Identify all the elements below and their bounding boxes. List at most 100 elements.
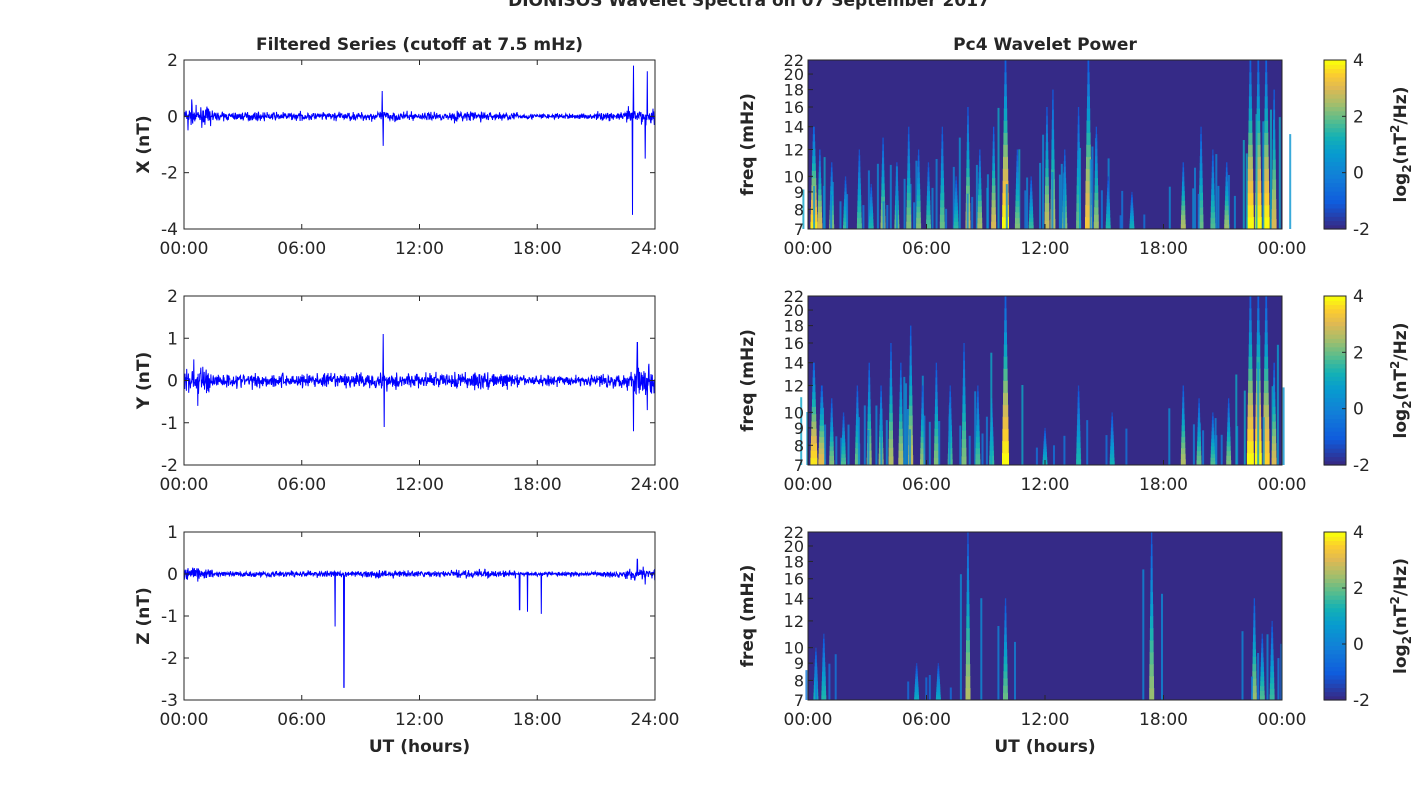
wavelet-burst — [1260, 662, 1264, 668]
colorbar-swatch — [1324, 300, 1346, 305]
wavelet-burst — [931, 187, 934, 229]
wavelet-burst — [1085, 204, 1092, 218]
wavelet-burst — [1077, 402, 1080, 409]
wavelet-burst — [1150, 544, 1153, 557]
wavelet-burst — [1272, 159, 1276, 170]
wavelet-burst — [905, 383, 907, 465]
wavelet-burst — [1253, 598, 1255, 607]
wavelet-burst — [1199, 199, 1204, 208]
wavelet-burst — [882, 144, 884, 152]
wavelet-burst — [940, 163, 944, 171]
wavelet-burst — [812, 399, 816, 407]
wavelet-burst — [1149, 664, 1154, 677]
wavelet-burst — [896, 162, 898, 168]
wavelet-burst — [1058, 174, 1061, 229]
wavelet-burst — [830, 412, 833, 418]
wavelet-burst — [963, 369, 966, 379]
x-tick-label: 12:00 — [395, 239, 444, 259]
wavelet-burst — [934, 406, 938, 415]
wavelet-burst — [934, 421, 939, 429]
wavelet-burst — [1002, 440, 1009, 454]
wavelet-burst — [899, 399, 903, 407]
wavelet-burst — [1076, 211, 1081, 221]
wavelet-burst — [1110, 442, 1114, 447]
wavelet-burst — [1252, 649, 1256, 657]
wavelet-burst — [920, 430, 925, 438]
wavelet-burst — [1271, 450, 1277, 459]
wavelet-burst — [1253, 634, 1256, 643]
wavelet-burst — [1197, 422, 1201, 428]
wavelet-z-panel: 00:00 06:00 12:00 18:00 00:00222018161412109… — [738, 523, 1414, 757]
wavelet-burst — [965, 652, 970, 665]
colorbar-swatch — [1324, 695, 1346, 701]
wavelet-burst — [935, 159, 938, 229]
wavelet-burst — [1225, 176, 1228, 182]
colorbar-swatch — [1324, 123, 1346, 129]
wavelet-burst — [819, 425, 825, 432]
wavelet-burst — [818, 194, 822, 202]
wavelet-burst — [926, 195, 931, 201]
wavelet-burst — [1149, 676, 1154, 689]
wavelet-burst — [1260, 681, 1265, 687]
y-tick-label: 22 — [784, 523, 804, 542]
colorbar-swatch — [1324, 131, 1346, 137]
x-tick-label: 00:00 — [1258, 239, 1307, 259]
wavelet-burst — [941, 155, 944, 164]
wavelet-burst — [907, 170, 911, 179]
wavelet-burst — [1265, 60, 1268, 73]
wavelet-burst — [1130, 205, 1134, 209]
wavelet-burst — [921, 419, 924, 426]
wavelet-burst — [811, 413, 817, 422]
wavelet-burst — [1181, 413, 1185, 421]
wavelet-burst — [976, 396, 979, 403]
colorbar-swatch — [1324, 679, 1346, 684]
wavelet-burst — [1003, 368, 1008, 381]
wavelet-burst — [1199, 170, 1203, 179]
wavelet-burst — [978, 183, 982, 190]
wavelet-burst — [1263, 428, 1270, 442]
wavelet-burst — [909, 335, 912, 347]
wavelet-burst — [1015, 183, 1019, 190]
colorbar-swatch — [1324, 68, 1346, 74]
wavelet-burst — [927, 162, 930, 168]
colorbar-swatch — [1324, 355, 1346, 360]
wavelet-burst — [867, 430, 870, 465]
wavelet-burst — [1212, 416, 1214, 421]
wavelet-burst — [1225, 190, 1229, 197]
wavelet-burst — [815, 651, 817, 656]
wavelet-burst — [1182, 181, 1185, 187]
colorbar-swatch — [1324, 620, 1346, 625]
wavelet-burst — [881, 170, 885, 178]
colorbar-swatch — [1324, 427, 1346, 432]
wavelet-burst — [1227, 175, 1230, 229]
wavelet-burst — [1249, 320, 1252, 333]
colorbar-swatch — [1324, 645, 1346, 651]
wavelet-burst — [967, 124, 969, 134]
wavelet-burst — [1181, 190, 1185, 197]
wavelet-burst — [1076, 436, 1081, 443]
wavelet-burst — [855, 453, 860, 460]
wavelet-burst — [941, 141, 944, 150]
wavelet-burst — [1255, 180, 1262, 194]
wavelet-burst — [1227, 403, 1230, 409]
colorbar-swatch — [1324, 161, 1346, 167]
wavelet-burst — [966, 640, 970, 653]
wavelet-burst — [1085, 216, 1092, 230]
wavelet-burst — [899, 421, 903, 429]
wavelet-burst — [975, 448, 980, 455]
wavelet-burst — [965, 676, 971, 689]
wavelet-burst — [967, 556, 969, 569]
wavelet-burst — [812, 148, 816, 157]
colorbar-swatch — [1324, 540, 1346, 546]
y-tick-label: 8 — [794, 436, 804, 455]
wavelet-burst — [1251, 692, 1257, 701]
wavelet-burst — [953, 225, 959, 230]
y-tick-label: 20 — [784, 301, 804, 320]
wavelet-burst — [889, 412, 893, 422]
wavelet-burst — [954, 195, 958, 200]
wavelet-burst — [881, 163, 885, 171]
colorbar-swatch — [1324, 114, 1346, 120]
wavelet-burst — [974, 391, 977, 465]
wavelet-burst — [1248, 120, 1253, 133]
wavelet-burst — [1264, 108, 1268, 121]
